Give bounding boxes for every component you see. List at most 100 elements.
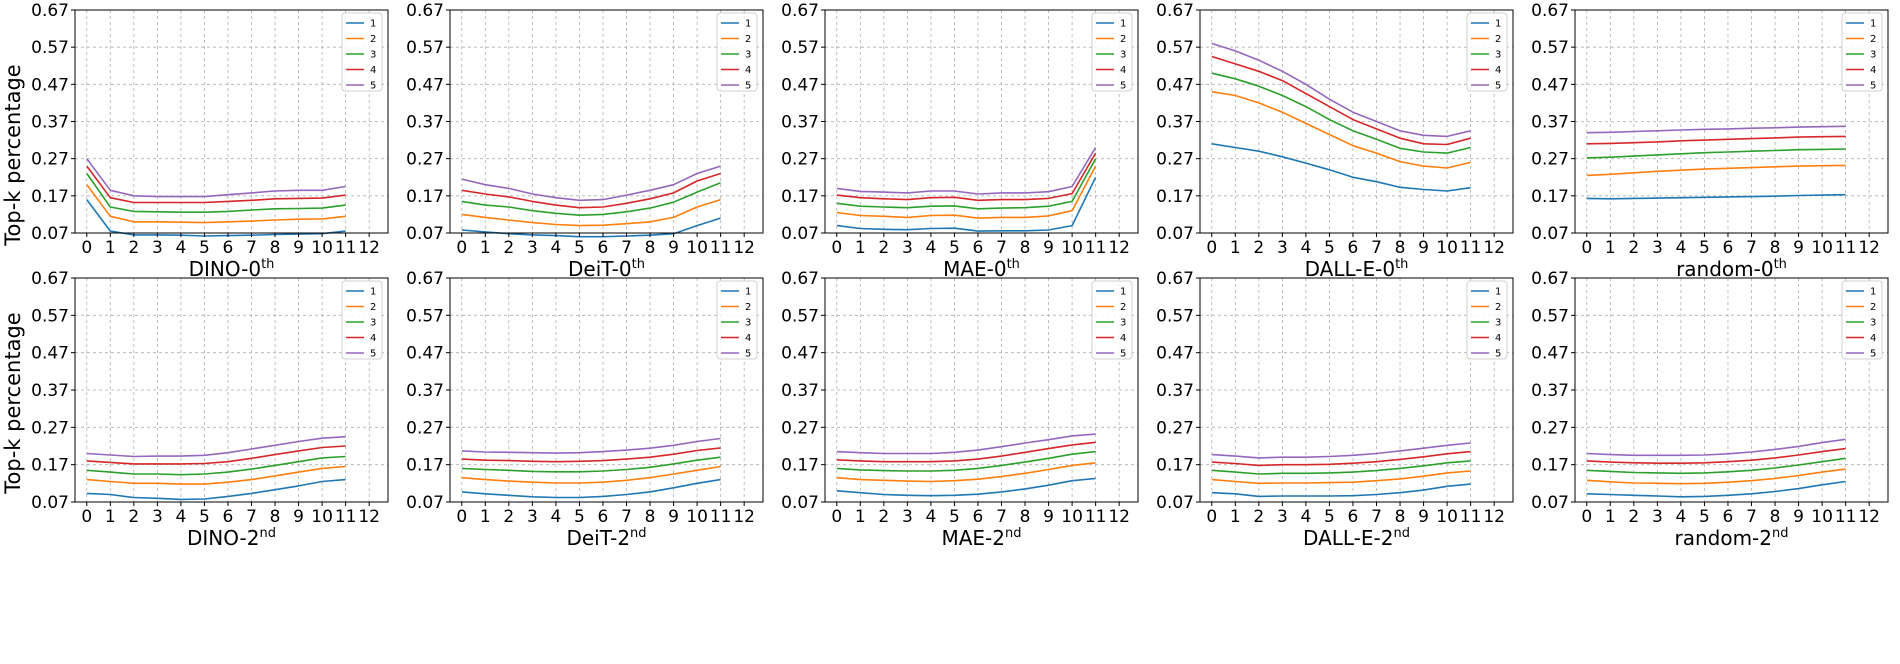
panel-9-ytick-label-3: 0.37 <box>1531 381 1569 401</box>
panel-7-xtick-label-6: 6 <box>973 507 984 527</box>
panel-8-legend-label-1: 1 <box>1495 287 1501 298</box>
panel-8-series-3 <box>1211 460 1471 475</box>
panel-5-xtick-label-12: 12 <box>358 507 380 527</box>
panel-3-xtick-label-0: 0 <box>1206 238 1217 258</box>
panel-3-legend-label-2: 2 <box>1495 34 1501 45</box>
panel-7-xtick-label-12: 12 <box>1108 507 1130 527</box>
panel-9-legend <box>1841 280 1883 360</box>
panel-6-xtick-label-6: 6 <box>598 507 609 527</box>
panel-7-xtick-label-4: 4 <box>925 507 936 527</box>
panel-7-xtick-label-10: 10 <box>1061 507 1083 527</box>
panel-7-legend-label-1: 1 <box>1120 287 1126 298</box>
panel-5-legend-label-3: 3 <box>370 318 376 329</box>
panel-8-ytick-label-4: 0.47 <box>1156 344 1194 364</box>
panel-3-legend-label-3: 3 <box>1495 50 1501 61</box>
panel-7-ytick-label-2: 0.27 <box>781 418 819 438</box>
panel-3: 0.070.170.270.370.470.570.670 1 2 3 4 5 6 7 8 9 10… <box>1156 1 1514 281</box>
panel-2-ytick-label-5: 0.57 <box>781 38 819 58</box>
panel-8-xtick-label-10: 10 <box>1436 507 1458 527</box>
panel-9-series-2 <box>1586 468 1846 485</box>
panel-2-series-5 <box>836 147 1097 195</box>
panel-4-series-5 <box>1586 125 1846 134</box>
panel-0-ytick-label-5: 0.57 <box>31 38 69 58</box>
panel-7-ytick-label-1: 0.17 <box>781 456 819 476</box>
panel-0-xtick-label-0: 0 <box>81 238 92 258</box>
panel-1-ytick-label-3: 0.37 <box>406 113 444 133</box>
panel-0-ytick-label-1: 0.17 <box>31 187 69 207</box>
panel-1: 0.070.170.270.370.470.570.670 1 2 3 4 5 6 7 8 9 10… <box>406 1 764 281</box>
panel-6-ytick-label-1: 0.17 <box>406 456 444 476</box>
panel-0-ytick-label-6: 0.67 <box>31 1 69 21</box>
panel-9-xtick-label-10: 10 <box>1811 507 1833 527</box>
panel-2-ytick-label-0: 0.07 <box>781 224 819 244</box>
panel-4-ytick-label-5: 0.57 <box>1531 38 1569 58</box>
panel-6-xtick-label-3: 3 <box>527 507 538 527</box>
panel-2-series-2 <box>836 165 1097 219</box>
panel-6-legend-label-5: 5 <box>745 349 751 360</box>
panel-6-xtick-label-4: 4 <box>550 507 561 527</box>
panel-2-legend-label-4: 4 <box>1120 65 1126 76</box>
panel-9-legend-label-4: 4 <box>1870 333 1876 344</box>
panel-0-series-5 <box>86 158 346 198</box>
panel-7-series-5 <box>836 433 1096 455</box>
panel-0-legend-label-2: 2 <box>370 34 376 45</box>
panel-1-ytick-label-1: 0.17 <box>406 187 444 207</box>
panel-7-ytick-label-5: 0.57 <box>781 306 819 326</box>
panel-8-legend <box>1466 280 1508 360</box>
panel-7-legend-label-5: 5 <box>1120 349 1126 360</box>
panel-2-legend-label-2: 2 <box>1120 34 1126 45</box>
panel-1-ytick-label-4: 0.47 <box>406 75 444 95</box>
panel-6-xtick-label-7: 7 <box>621 507 632 527</box>
panel-6-xtick-label-0: 0 <box>456 507 467 527</box>
panel-7-series-1 <box>836 477 1096 497</box>
panel-9-xlabel: random-2nd <box>1674 526 1788 550</box>
panel-9-legend-label-1: 1 <box>1870 287 1876 298</box>
panel-9-series-4 <box>1586 447 1846 465</box>
panel-8-ytick-label-5: 0.57 <box>1156 306 1194 326</box>
panel-4-ytick-label-4: 0.47 <box>1531 75 1569 95</box>
panel-0: 0.070.170.270.370.470.570.670 1 2 3 4 5 6 7 8 9 10… <box>31 1 389 281</box>
panel-6-xtick-label-5: 5 <box>574 507 585 527</box>
panel-2-xtick-label-12: 12 <box>1108 238 1130 258</box>
panel-3-legend-label-5: 5 <box>1495 81 1501 92</box>
panel-1-legend-label-4: 4 <box>745 65 751 76</box>
panel-7-series-4 <box>836 441 1096 463</box>
panel-5-xtick-label-1: 1 <box>105 507 116 527</box>
panel-7-legend <box>1091 280 1133 360</box>
panel-5-series-5 <box>86 435 346 458</box>
panel-3-xtick-label-5: 5 <box>1324 238 1335 258</box>
panel-6-xlabel: DeiT-2nd <box>566 526 646 550</box>
panel-0-ytick-label-4: 0.47 <box>31 75 69 95</box>
panel-2-xtick-label-7: 7 <box>996 238 1007 258</box>
panel-6-xtick-label-8: 8 <box>645 507 656 527</box>
panel-9-series-1 <box>1586 480 1846 498</box>
panel-1-xtick-label-8: 8 <box>645 238 656 258</box>
panel-3-xtick-label-9: 9 <box>1418 238 1429 258</box>
panel-8-legend-label-5: 5 <box>1495 349 1501 360</box>
panel-6-ytick-label-3: 0.37 <box>406 381 444 401</box>
panel-9-xtick-label-2: 2 <box>1628 507 1639 527</box>
panel-3-xtick-label-6: 6 <box>1348 238 1359 258</box>
panel-2-ytick-label-1: 0.17 <box>781 187 819 207</box>
panel-7-ytick-label-0: 0.07 <box>781 493 819 513</box>
panel-9-xtick-label-7: 7 <box>1746 507 1757 527</box>
panel-8-xtick-label-1: 1 <box>1230 507 1241 527</box>
panel-1-xtick-label-2: 2 <box>503 238 514 258</box>
panel-2-xtick-label-0: 0 <box>831 238 842 258</box>
panel-2-ytick-label-4: 0.47 <box>781 75 819 95</box>
panel-8-ytick-label-0: 0.07 <box>1156 493 1194 513</box>
panel-4-series-2 <box>1586 164 1846 177</box>
panel-8-xtick-label-5: 5 <box>1324 507 1335 527</box>
panel-4-ytick-label-6: 0.67 <box>1531 1 1569 21</box>
panel-3-ytick-label-0: 0.07 <box>1156 224 1194 244</box>
panel-4-xlabel: random-0th <box>1676 257 1787 281</box>
panel-1-series-3 <box>461 182 721 216</box>
panel-5-ytick-label-3: 0.37 <box>31 381 69 401</box>
panel-7-xtick-label-9: 9 <box>1043 507 1054 527</box>
panel-4-ytick-label-1: 0.17 <box>1531 187 1569 207</box>
panel-8-legend-label-4: 4 <box>1495 333 1501 344</box>
panel-6-xtick-label-1: 1 <box>480 507 491 527</box>
panel-5-xtick-label-7: 7 <box>246 507 257 527</box>
panel-1-ytick-label-6: 0.67 <box>406 1 444 21</box>
panel-4-xtick-label-1: 1 <box>1605 238 1616 258</box>
